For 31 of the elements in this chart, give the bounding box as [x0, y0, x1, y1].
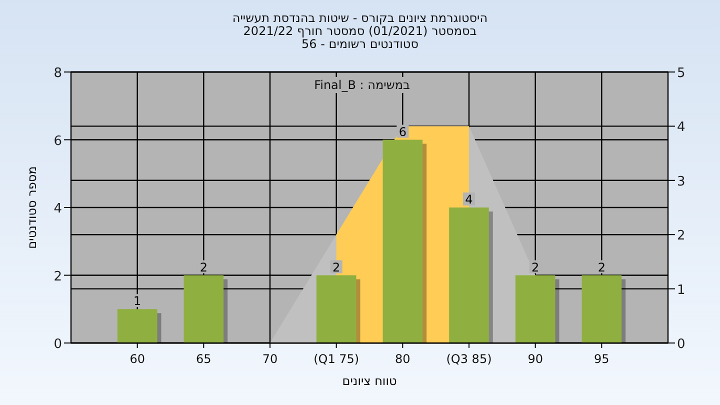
data-label: 2	[532, 260, 540, 274]
x-tick-label: 60	[130, 352, 145, 366]
x-tick-label: 90	[528, 352, 543, 366]
y2-tick-label: 3	[677, 174, 686, 190]
data-label: 2	[332, 260, 340, 274]
data-label: 4	[465, 192, 473, 206]
y2-tick-label: 1	[677, 282, 686, 298]
data-label: 2	[200, 260, 208, 274]
y-tick-label: 6	[54, 134, 62, 149]
y-tick-label: 2	[54, 269, 62, 284]
chart-title: היסטוגרמת ציונים בקורס - שיטות בהנדסת תעשייה	[232, 11, 488, 25]
data-label: 6	[398, 124, 406, 139]
x-tick-label: 65	[196, 352, 212, 366]
y2-tick-label: 4	[677, 120, 686, 136]
x-axis-title: טווח ציונים	[342, 374, 397, 388]
x-tick-label: (Q3 85)	[446, 352, 492, 366]
x-tick-label: 80	[395, 352, 410, 366]
data-label: 1	[134, 294, 142, 308]
y-tick-label: 8	[54, 66, 62, 81]
y2-tick-label: 5	[677, 66, 686, 81]
y-tick-label: 0	[54, 337, 62, 352]
data-label: 2	[598, 260, 606, 274]
y2-tick-label: 0	[677, 337, 686, 352]
y2-tick-label: 2	[677, 228, 686, 244]
x-tick-label: 95	[594, 352, 610, 366]
chart-subtitle: בסמסטר (01/2021) סמסטר חורף 2021/22 סטודנטים רשומים - 56	[243, 24, 477, 51]
y-axis-title: מספר סטודנטים	[25, 166, 39, 249]
annotation: במשימה : Final_B	[314, 78, 410, 92]
x-tick-label: (Q1 75)	[314, 352, 360, 366]
y-tick-label: 4	[54, 202, 62, 216]
x-tick-label: 70	[262, 352, 278, 366]
